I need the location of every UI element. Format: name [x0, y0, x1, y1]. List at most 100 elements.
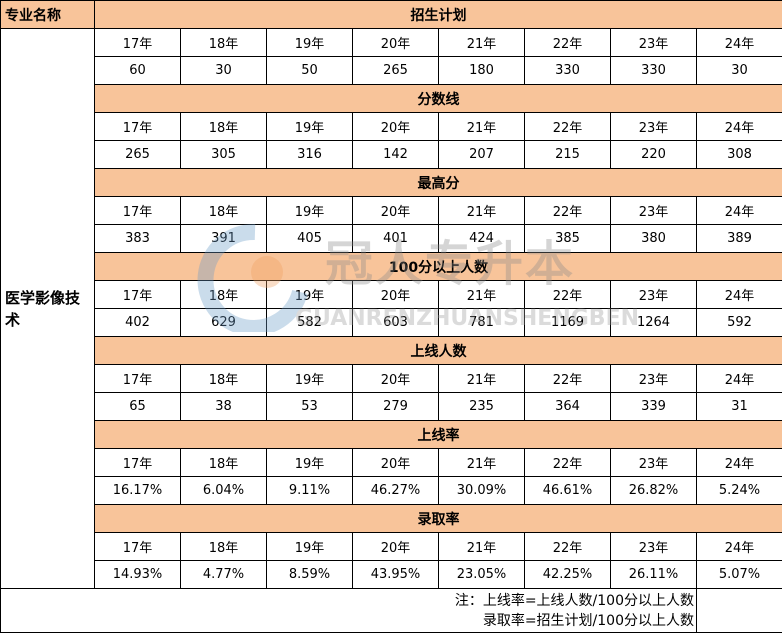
year-cell: 23年	[610, 196, 697, 225]
section-title: 上线率	[94, 420, 782, 449]
section-title-row: 上线率	[1, 420, 782, 449]
value-cell: 26.82%	[610, 476, 697, 505]
value-cell: 42.25%	[524, 560, 611, 589]
value-cell: 16.17%	[94, 476, 181, 505]
section-title-row: 专业名称 招生计划	[0, 0, 782, 29]
value-cell: 424	[438, 224, 525, 253]
value-cell: 235	[438, 392, 525, 421]
note-cell: 注：上线率=上线人数/100分以上人数 录取率=招生计划/100分以上人数	[0, 588, 697, 633]
value-cell: 279	[352, 392, 439, 421]
value-cell: 603	[352, 308, 439, 337]
value-cell: 330	[610, 56, 697, 85]
section-title: 招生计划	[94, 0, 782, 29]
year-cell: 21年	[438, 280, 525, 309]
year-cell: 24年	[696, 280, 782, 309]
value-row: 383 391 405 401 424 385 380 389	[1, 224, 782, 253]
value-cell: 402	[94, 308, 181, 337]
year-cell: 24年	[696, 196, 782, 225]
value-cell: 46.27%	[352, 476, 439, 505]
value-cell: 380	[610, 224, 697, 253]
year-cell: 20年	[352, 280, 439, 309]
year-cell: 18年	[180, 28, 267, 57]
value-cell: 26.11%	[610, 560, 697, 589]
year-cell: 23年	[610, 280, 697, 309]
year-row: 17年 18年 19年 20年 21年 22年 23年 24年	[1, 364, 782, 393]
value-cell: 391	[180, 224, 267, 253]
section-title: 分数线	[94, 84, 782, 113]
value-cell: 215	[524, 140, 611, 169]
year-row: 17年 18年 19年 20年 21年 22年 23年 24年	[1, 448, 782, 477]
value-cell: 308	[696, 140, 782, 169]
value-row: 60 30 50 265 180 330 330 30	[1, 56, 782, 85]
year-cell: 22年	[524, 280, 611, 309]
year-cell: 19年	[266, 112, 353, 141]
year-cell: 18年	[180, 196, 267, 225]
value-cell: 31	[696, 392, 782, 421]
value-cell: 265	[352, 56, 439, 85]
year-cell: 17年	[94, 112, 181, 141]
value-cell: 23.05%	[438, 560, 525, 589]
year-cell: 23年	[610, 28, 697, 57]
value-cell: 316	[266, 140, 353, 169]
year-cell: 18年	[180, 280, 267, 309]
value-cell: 220	[610, 140, 697, 169]
year-row: 17年 18年 19年 20年 21年 22年 23年 24年	[1, 532, 782, 561]
value-cell: 383	[94, 224, 181, 253]
year-cell: 17年	[94, 364, 181, 393]
year-cell: 22年	[524, 196, 611, 225]
value-cell: 180	[438, 56, 525, 85]
year-cell: 24年	[696, 28, 782, 57]
value-cell: 14.93%	[94, 560, 181, 589]
section-title: 录取率	[94, 504, 782, 533]
value-row: 402 629 582 603 781 1169 1264 592	[1, 308, 782, 337]
value-cell: 53	[266, 392, 353, 421]
year-cell: 23年	[610, 532, 697, 561]
value-row: 16.17% 6.04% 9.11% 46.27% 30.09% 46.61% 26.82%…	[1, 476, 782, 505]
value-row: 265 305 316 142 207 215 220 308	[1, 140, 782, 169]
year-cell: 21年	[438, 112, 525, 141]
year-cell: 24年	[696, 448, 782, 477]
year-row: 17年 18年 19年 20年 21年 22年 23年 24年	[1, 280, 782, 309]
value-cell: 5.24%	[696, 476, 782, 505]
year-cell: 22年	[524, 28, 611, 57]
year-cell: 20年	[352, 532, 439, 561]
year-cell: 20年	[352, 28, 439, 57]
year-cell: 21年	[438, 28, 525, 57]
year-cell: 21年	[438, 532, 525, 561]
value-cell: 142	[352, 140, 439, 169]
year-cell: 19年	[266, 28, 353, 57]
value-cell: 46.61%	[524, 476, 611, 505]
section-title: 最高分	[94, 168, 782, 197]
value-cell: 5.07%	[696, 560, 782, 589]
value-cell: 364	[524, 392, 611, 421]
section-title: 上线人数	[94, 336, 782, 365]
year-cell: 24年	[696, 364, 782, 393]
year-cell: 21年	[438, 364, 525, 393]
year-cell: 18年	[180, 112, 267, 141]
empty-cell	[696, 588, 782, 633]
year-cell: 23年	[610, 112, 697, 141]
value-cell: 305	[180, 140, 267, 169]
year-cell: 21年	[438, 448, 525, 477]
section-title-row: 上线人数	[1, 336, 782, 365]
major-header: 专业名称	[0, 0, 95, 29]
value-cell: 401	[352, 224, 439, 253]
value-cell: 9.11%	[266, 476, 353, 505]
year-cell: 22年	[524, 112, 611, 141]
year-cell: 22年	[524, 364, 611, 393]
year-cell: 20年	[352, 196, 439, 225]
value-cell: 30	[696, 56, 782, 85]
value-cell: 30.09%	[438, 476, 525, 505]
section-title-row: 最高分	[1, 168, 782, 197]
year-cell: 20年	[352, 448, 439, 477]
year-cell: 19年	[266, 532, 353, 561]
year-cell: 20年	[352, 364, 439, 393]
section-title-row: 录取率	[1, 504, 782, 533]
year-cell: 19年	[266, 280, 353, 309]
value-cell: 43.95%	[352, 560, 439, 589]
year-cell: 22年	[524, 448, 611, 477]
major-name: 医学影像技术	[0, 28, 95, 589]
year-row: 医学影像技术 17年 18年 19年 20年 21年 22年 23年 24年	[0, 28, 782, 589]
value-cell: 65	[94, 392, 181, 421]
value-cell: 582	[266, 308, 353, 337]
